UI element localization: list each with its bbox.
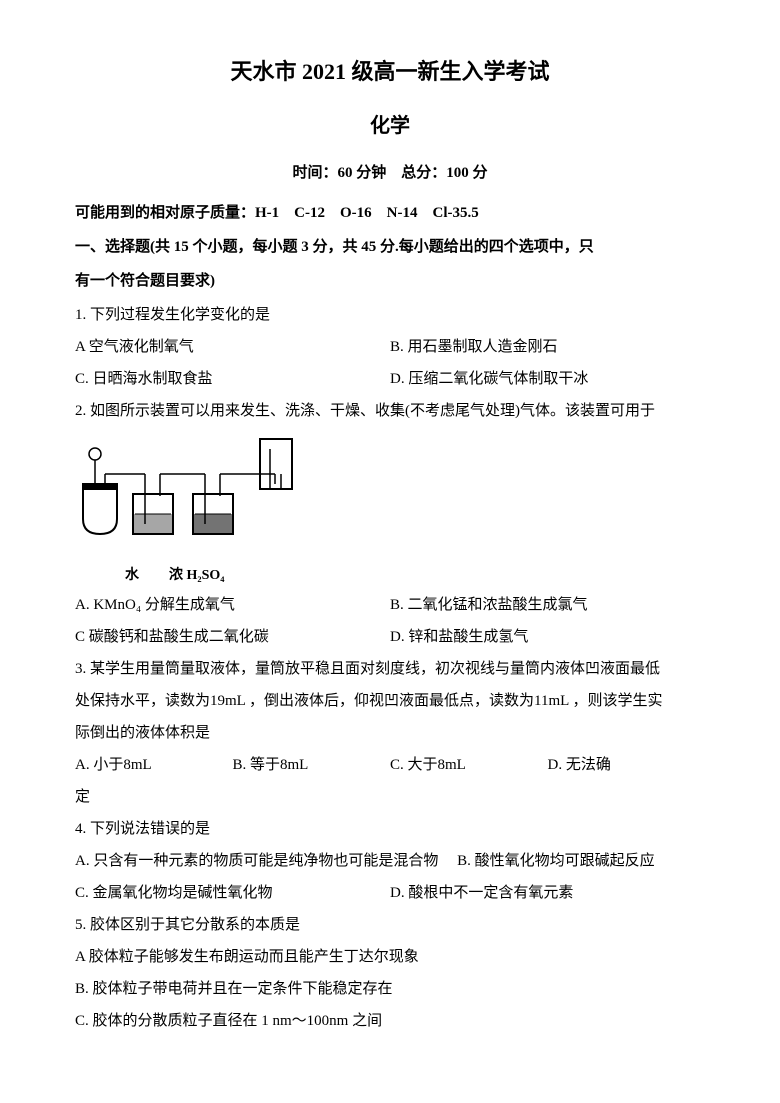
apparatus-diagram xyxy=(75,434,335,554)
q2-optC: C 碳酸钙和盐酸生成二氧化碳 xyxy=(75,622,390,652)
q3-optD-cont: 定 xyxy=(75,782,705,812)
atomic-masses: 可能用到的相对原子质量：H-1 C-12 O-16 N-14 Cl-35.5 xyxy=(75,198,705,228)
label-water: 水 xyxy=(125,562,139,590)
section-header-line1: 一、选择题(共 15 个小题，每小题 3 分，共 45 分.每小题给出的四个选项… xyxy=(75,232,705,262)
subject-title: 化学 xyxy=(75,106,705,146)
q5-optC: C. 胶体的分散质粒子直径在 1 nm～100nm 之间 xyxy=(75,1006,705,1036)
q3-optA: A. 小于8mL xyxy=(75,750,233,780)
q1-optC: C. 日晒海水制取食盐 xyxy=(75,364,390,394)
q1-optB: B. 用石墨制取人造金刚石 xyxy=(390,332,705,362)
q4-optB: B. 酸性氧化物均可跟碱起反应 xyxy=(457,853,655,869)
q2-options-row1: A. KMnO₄ 分解生成氧气 B. 二氧化锰和浓盐酸生成氯气 xyxy=(75,590,705,620)
q3-optC: C. 大于8mL xyxy=(390,750,548,780)
q4-optD: D. 酸根中不一定含有氧元素 xyxy=(390,878,705,908)
q3-options: A. 小于8mL B. 等于8mL C. 大于8mL D. 无法确 xyxy=(75,750,705,780)
q5-optB: B. 胶体粒子带电荷并且在一定条件下能稳定存在 xyxy=(75,974,705,1004)
q1-text: 1. 下列过程发生化学变化的是 xyxy=(75,300,705,330)
q1-optA: A 空气液化制氧气 xyxy=(75,332,390,362)
q1-options-row2: C. 日晒海水制取食盐 D. 压缩二氧化碳气体制取干冰 xyxy=(75,364,705,394)
q5-text: 5. 胶体区别于其它分散系的本质是 xyxy=(75,910,705,940)
q3-optB: B. 等于8mL xyxy=(233,750,391,780)
time-score: 时间：60 分钟 总分：100 分 xyxy=(75,158,705,188)
q2-optD: D. 锌和盐酸生成氢气 xyxy=(390,622,705,652)
q4-options-row1: A. 只含有一种元素的物质可能是纯净物也可能是混合物 B. 酸性氧化物均可跟碱起… xyxy=(75,846,705,876)
q3-optD: D. 无法确 xyxy=(548,750,706,780)
diagram-labels: 水 浓 H₂SO₄ xyxy=(75,562,705,590)
q1-options-row1: A 空气液化制氧气 B. 用石墨制取人造金刚石 xyxy=(75,332,705,362)
q3-line3: 际倒出的液体体积是 xyxy=(75,718,705,748)
q2-text: 2. 如图所示装置可以用来发生、洗涤、干燥、收集(不考虑尾气处理)气体。该装置可… xyxy=(75,396,705,426)
q2-options-row2: C 碳酸钙和盐酸生成二氧化碳 D. 锌和盐酸生成氢气 xyxy=(75,622,705,652)
exam-title: 天水市 2021 级高一新生入学考试 xyxy=(75,50,705,94)
q4-row1: A. 只含有一种元素的物质可能是纯净物也可能是混合物 B. 酸性氧化物均可跟碱起… xyxy=(75,846,705,876)
q2-optA: A. KMnO₄ 分解生成氧气 xyxy=(75,590,390,620)
q4-optA: A. 只含有一种元素的物质可能是纯净物也可能是混合物 xyxy=(75,853,438,869)
section-header-line2: 有一个符合题目要求) xyxy=(75,266,705,296)
q4-optC: C. 金属氧化物均是碱性氧化物 xyxy=(75,878,390,908)
q5-optA: A 胶体粒子能够发生布朗运动而且能产生丁达尔现象 xyxy=(75,942,705,972)
q4-options-row2: C. 金属氧化物均是碱性氧化物 D. 酸根中不一定含有氧元素 xyxy=(75,878,705,908)
q4-text: 4. 下列说法错误的是 xyxy=(75,814,705,844)
q3-line1: 3. 某学生用量筒量取液体，量筒放平稳且面对刻度线，初次视线与量筒内液体凹液面最… xyxy=(75,654,705,684)
label-acid: 浓 H₂SO₄ xyxy=(169,562,224,590)
q1-optD: D. 压缩二氧化碳气体制取干冰 xyxy=(390,364,705,394)
q2-optB: B. 二氧化锰和浓盐酸生成氯气 xyxy=(390,590,705,620)
q3-line2: 处保持水平，读数为19mL ，倒出液体后，仰视凹液面最低点，读数为11mL ，则… xyxy=(75,686,705,716)
